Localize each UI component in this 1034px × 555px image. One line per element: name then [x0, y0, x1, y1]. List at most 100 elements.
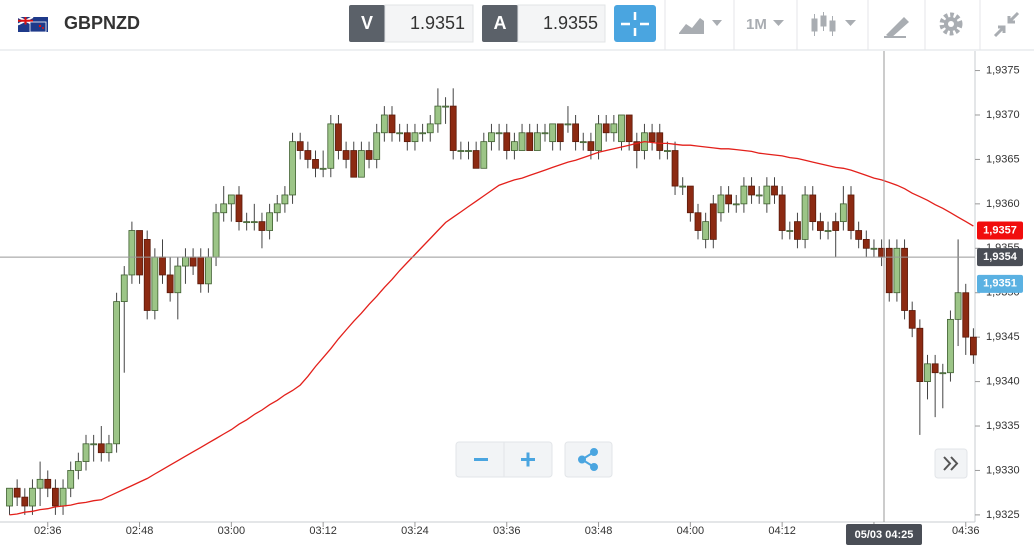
candle-body	[533, 132, 541, 151]
candle-body	[174, 265, 182, 294]
candle-body	[947, 318, 954, 374]
candle-body	[587, 141, 595, 151]
candle-body	[449, 105, 457, 151]
candle-body	[717, 194, 725, 214]
candle-body	[671, 150, 679, 187]
candle-body	[748, 185, 755, 196]
candle-body	[204, 256, 212, 285]
candle-body	[901, 247, 908, 311]
candle-body	[893, 247, 901, 294]
candle-body	[970, 336, 977, 356]
candle-body	[939, 372, 947, 375]
x-tick-label: 03:12	[309, 525, 337, 537]
flag-icon	[17, 16, 48, 33]
candle-body	[648, 132, 656, 143]
ask-price: 1.9355	[543, 13, 598, 33]
candle-body	[350, 150, 358, 178]
candle-body	[495, 132, 503, 135]
candle-body	[189, 256, 197, 267]
draw-button[interactable]	[884, 17, 909, 38]
candle-body	[679, 185, 687, 188]
candle-body	[419, 132, 427, 135]
candle-body	[465, 150, 472, 152]
candle-body	[702, 221, 710, 240]
x-tick-label: 03:24	[401, 525, 429, 537]
crosshair-time-box	[846, 524, 922, 545]
ask-button[interactable]	[482, 5, 518, 42]
candle-body	[602, 123, 610, 134]
bid-button[interactable]	[349, 5, 385, 42]
candle-body	[771, 185, 778, 196]
crosshair-button[interactable]	[614, 5, 656, 42]
candle-body	[6, 487, 13, 507]
price-label-box	[977, 248, 1023, 267]
candle-body	[656, 132, 664, 151]
candle-body	[954, 292, 962, 320]
candle-body	[847, 194, 855, 231]
x-tick-label: 02:48	[126, 525, 154, 537]
x-tick-label: 02:36	[34, 525, 62, 537]
candle-body	[357, 150, 365, 178]
candle-body	[817, 221, 824, 231]
y-tick-label: 1,9330	[986, 464, 1020, 476]
chart-marks: 1,93251,93301,93351,93401,93451,93501,93…	[0, 51, 1023, 545]
candle-body	[579, 141, 587, 144]
candle-body	[809, 194, 817, 223]
symbol[interactable]: GBPNZD	[64, 13, 140, 33]
zoom-controls	[455, 441, 968, 479]
scroll-end-icon	[943, 456, 959, 471]
timeframe[interactable]: 1M	[746, 16, 767, 33]
y-tick-label: 1,9365	[986, 153, 1020, 165]
candle-type-button[interactable]	[811, 12, 856, 36]
candle-body	[266, 212, 274, 231]
candle-body	[786, 230, 794, 232]
zoom-in[interactable]	[521, 452, 535, 467]
bid-price: 1.9351	[410, 13, 465, 33]
crosshair-time: 05/03 04:25	[855, 529, 914, 541]
candle-body	[801, 194, 809, 240]
candle-body	[709, 203, 717, 240]
candle-body	[159, 256, 166, 276]
y-tick-label: 1,9335	[986, 420, 1020, 432]
candle-body	[235, 194, 243, 223]
candle-body	[373, 132, 381, 160]
candle-body	[327, 123, 335, 169]
moving-average-line	[9, 140, 974, 516]
x-tick-label: 03:48	[585, 525, 613, 537]
candle-body	[120, 274, 128, 303]
candle-body	[90, 443, 98, 446]
candle-body	[151, 256, 159, 311]
candle-body	[434, 105, 442, 125]
candle-body	[59, 487, 67, 507]
candle-body	[128, 230, 136, 276]
candle-body	[21, 496, 29, 507]
candle-body	[97, 443, 105, 454]
y-tick-label: 1,9340	[986, 375, 1020, 387]
collapse-button[interactable]	[993, 11, 1020, 38]
candle-body	[572, 123, 579, 143]
candle-body	[105, 443, 113, 454]
candle-body	[962, 292, 970, 338]
candle-body	[380, 114, 388, 134]
share-button[interactable]	[564, 441, 613, 478]
candle-body	[457, 150, 465, 152]
candle-body	[74, 461, 82, 471]
candle-body	[725, 194, 732, 205]
candle-body	[182, 256, 189, 267]
candle-body	[136, 230, 143, 276]
candle-body	[664, 150, 671, 152]
candle-body	[740, 185, 748, 205]
candle-body	[220, 203, 228, 214]
timeframe-caret	[773, 20, 784, 26]
candle-body	[335, 123, 342, 151]
candle-body	[243, 221, 251, 224]
chart-type-button[interactable]	[679, 18, 722, 34]
candle-body	[633, 141, 641, 151]
settings-button[interactable]	[939, 12, 963, 36]
price-label: 1,9357	[983, 224, 1017, 236]
candle-body	[610, 123, 618, 134]
candle-body	[510, 141, 518, 151]
y-tick-label: 1,9375	[986, 64, 1020, 76]
candle-body	[143, 238, 151, 311]
